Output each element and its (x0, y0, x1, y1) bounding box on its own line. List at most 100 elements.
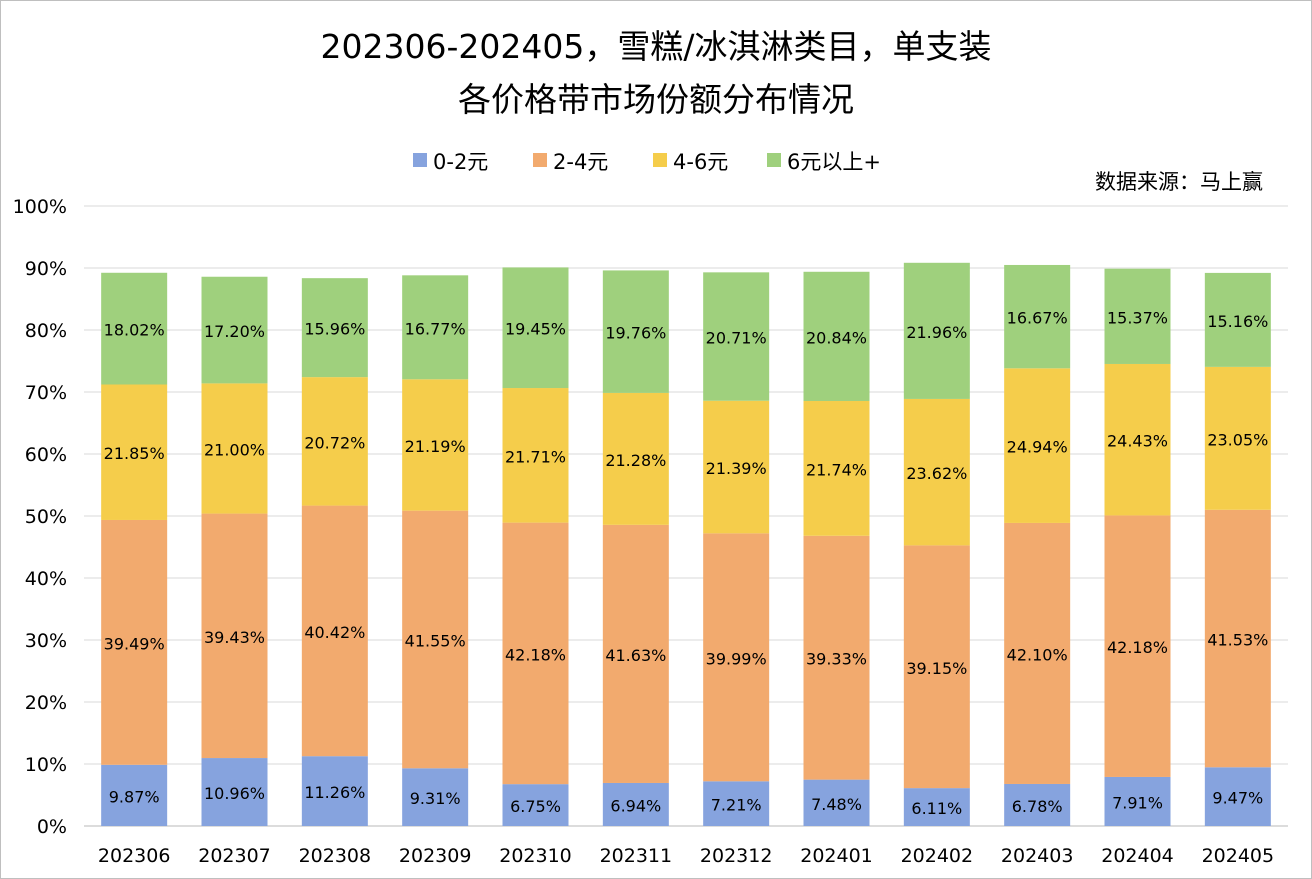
bar-segment (1004, 522, 1071, 784)
data-label: 6.75% (510, 797, 561, 816)
y-tick-label: 40% (25, 568, 67, 590)
data-label: 16.77% (405, 319, 466, 338)
bar-segment (1204, 366, 1271, 510)
bar-segment (301, 756, 368, 826)
data-label: 6.11% (911, 799, 962, 818)
data-label: 21.85% (104, 444, 165, 463)
bar-segment (201, 513, 268, 759)
data-label: 7.48% (811, 795, 862, 814)
data-label: 19.45% (505, 320, 566, 339)
bar-segment (703, 781, 770, 826)
y-tick-label: 30% (25, 630, 67, 652)
x-tick-label: 202405 (1202, 845, 1275, 867)
y-tick-label: 100% (13, 196, 67, 218)
bar-segment (101, 519, 168, 765)
data-label: 21.28% (605, 451, 666, 470)
data-label: 10.96% (204, 784, 265, 803)
bar-segment (1104, 363, 1171, 516)
bar-segment (201, 276, 268, 384)
legend-label: 6元以上+ (787, 150, 881, 174)
bar-segment (703, 533, 770, 782)
x-tick-label: 202312 (700, 845, 773, 867)
data-label: 18.02% (104, 321, 165, 340)
data-label: 42.18% (1107, 638, 1168, 657)
data-label: 6.78% (1012, 797, 1063, 816)
bar-segment (703, 400, 770, 534)
chart-title-line1: 202306-202405，雪糕/冰淇淋类目，单支装 (321, 27, 992, 66)
data-label: 9.47% (1212, 789, 1263, 808)
bar-segment (803, 779, 870, 826)
legend-swatch (533, 153, 547, 167)
bar-segment (602, 782, 669, 826)
bar-segment (803, 535, 870, 780)
bar-segment (1204, 272, 1271, 367)
bar-segment (201, 758, 268, 826)
data-label: 39.43% (204, 628, 265, 647)
data-label: 7.91% (1112, 793, 1163, 812)
x-tick-label: 202310 (499, 845, 572, 867)
bar-segment (1104, 268, 1171, 364)
data-label: 24.94% (1007, 438, 1068, 457)
legend-label: 2-4元 (553, 150, 608, 174)
data-label: 21.19% (405, 437, 466, 456)
data-label: 16.67% (1007, 309, 1068, 328)
x-tick-label: 202308 (299, 845, 372, 867)
bar-segment (803, 400, 870, 536)
x-tick-label: 202311 (600, 845, 673, 867)
bar-segment (1204, 509, 1271, 768)
data-label: 11.26% (304, 783, 365, 802)
y-tick-label: 50% (25, 506, 67, 528)
y-tick-label: 60% (25, 444, 67, 466)
bar-segment (1104, 515, 1171, 777)
data-label: 42.18% (505, 645, 566, 664)
x-tick-label: 202309 (399, 845, 472, 867)
x-tick-label: 202402 (901, 845, 974, 867)
data-label: 21.96% (906, 323, 967, 342)
data-label: 9.31% (410, 789, 461, 808)
legend-swatch (413, 153, 427, 167)
legend-swatch (653, 153, 667, 167)
bar-segment (502, 784, 569, 826)
data-label: 21.39% (706, 459, 767, 478)
bar-segment (301, 278, 368, 378)
bar-segment (1204, 767, 1271, 826)
bar-segment (201, 383, 268, 514)
data-label: 20.72% (304, 433, 365, 452)
bar-segment (903, 262, 970, 399)
bar-segment (602, 524, 669, 783)
data-label: 39.49% (104, 634, 165, 653)
y-tick-label: 0% (37, 816, 67, 838)
data-label: 7.21% (711, 796, 762, 815)
legend-swatch (767, 153, 781, 167)
data-label: 20.71% (706, 329, 767, 348)
data-label: 39.99% (706, 649, 767, 668)
bar-segment (1004, 783, 1071, 826)
data-label: 19.76% (605, 324, 666, 343)
x-tick-label: 202401 (800, 845, 873, 867)
legend-label: 0-2元 (433, 150, 488, 174)
bar-segment (502, 522, 569, 785)
data-label: 42.10% (1007, 645, 1068, 664)
data-label: 41.55% (405, 631, 466, 650)
bar-segment (903, 398, 970, 546)
data-label: 41.63% (605, 646, 666, 665)
y-tick-label: 10% (25, 754, 67, 776)
data-label: 40.42% (304, 623, 365, 642)
bar-segment (402, 275, 469, 380)
bar-segment (402, 768, 469, 826)
source-note: 数据来源：马上赢 (1095, 170, 1263, 194)
data-label: 15.37% (1107, 308, 1168, 327)
y-tick-label: 20% (25, 692, 67, 714)
bar-segment (1004, 368, 1071, 523)
bar-segment (301, 505, 368, 757)
data-label: 21.74% (806, 460, 867, 479)
x-tick-label: 202306 (98, 845, 171, 867)
bar-segment (301, 377, 368, 506)
bar-segment (602, 270, 669, 393)
bar-segment (402, 379, 469, 511)
data-label: 15.16% (1207, 312, 1268, 331)
bar-segment (1004, 264, 1071, 369)
bar-segment (101, 764, 168, 826)
bar-segment (803, 271, 870, 401)
